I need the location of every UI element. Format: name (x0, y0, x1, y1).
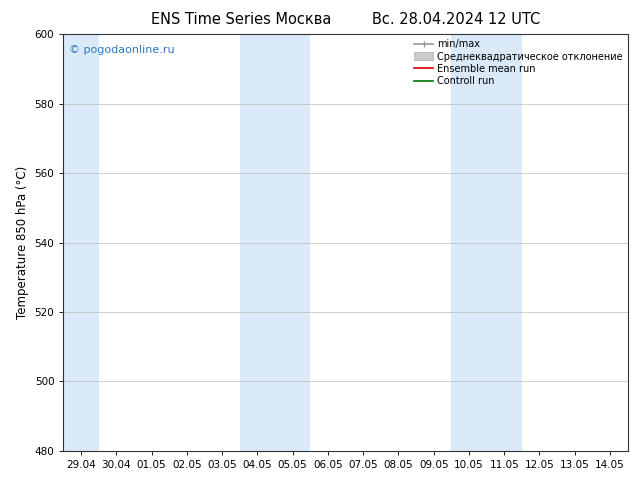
Bar (275, 34, 310, 451)
Text: ENS Time Series Москва: ENS Time Series Москва (151, 12, 331, 27)
Bar (487, 34, 522, 451)
Text: Вс. 28.04.2024 12 UTC: Вс. 28.04.2024 12 UTC (372, 12, 541, 27)
Legend: min/max, Среднеквадратическое отклонение, Ensemble mean run, Controll run: min/max, Среднеквадратическое отклонение… (412, 37, 624, 88)
Y-axis label: Temperature 850 hPa (°C): Temperature 850 hPa (°C) (16, 166, 29, 319)
Text: © pogodaonline.ru: © pogodaonline.ru (69, 45, 175, 55)
Bar (63, 34, 99, 451)
Bar (240, 34, 275, 451)
Bar (451, 34, 487, 451)
